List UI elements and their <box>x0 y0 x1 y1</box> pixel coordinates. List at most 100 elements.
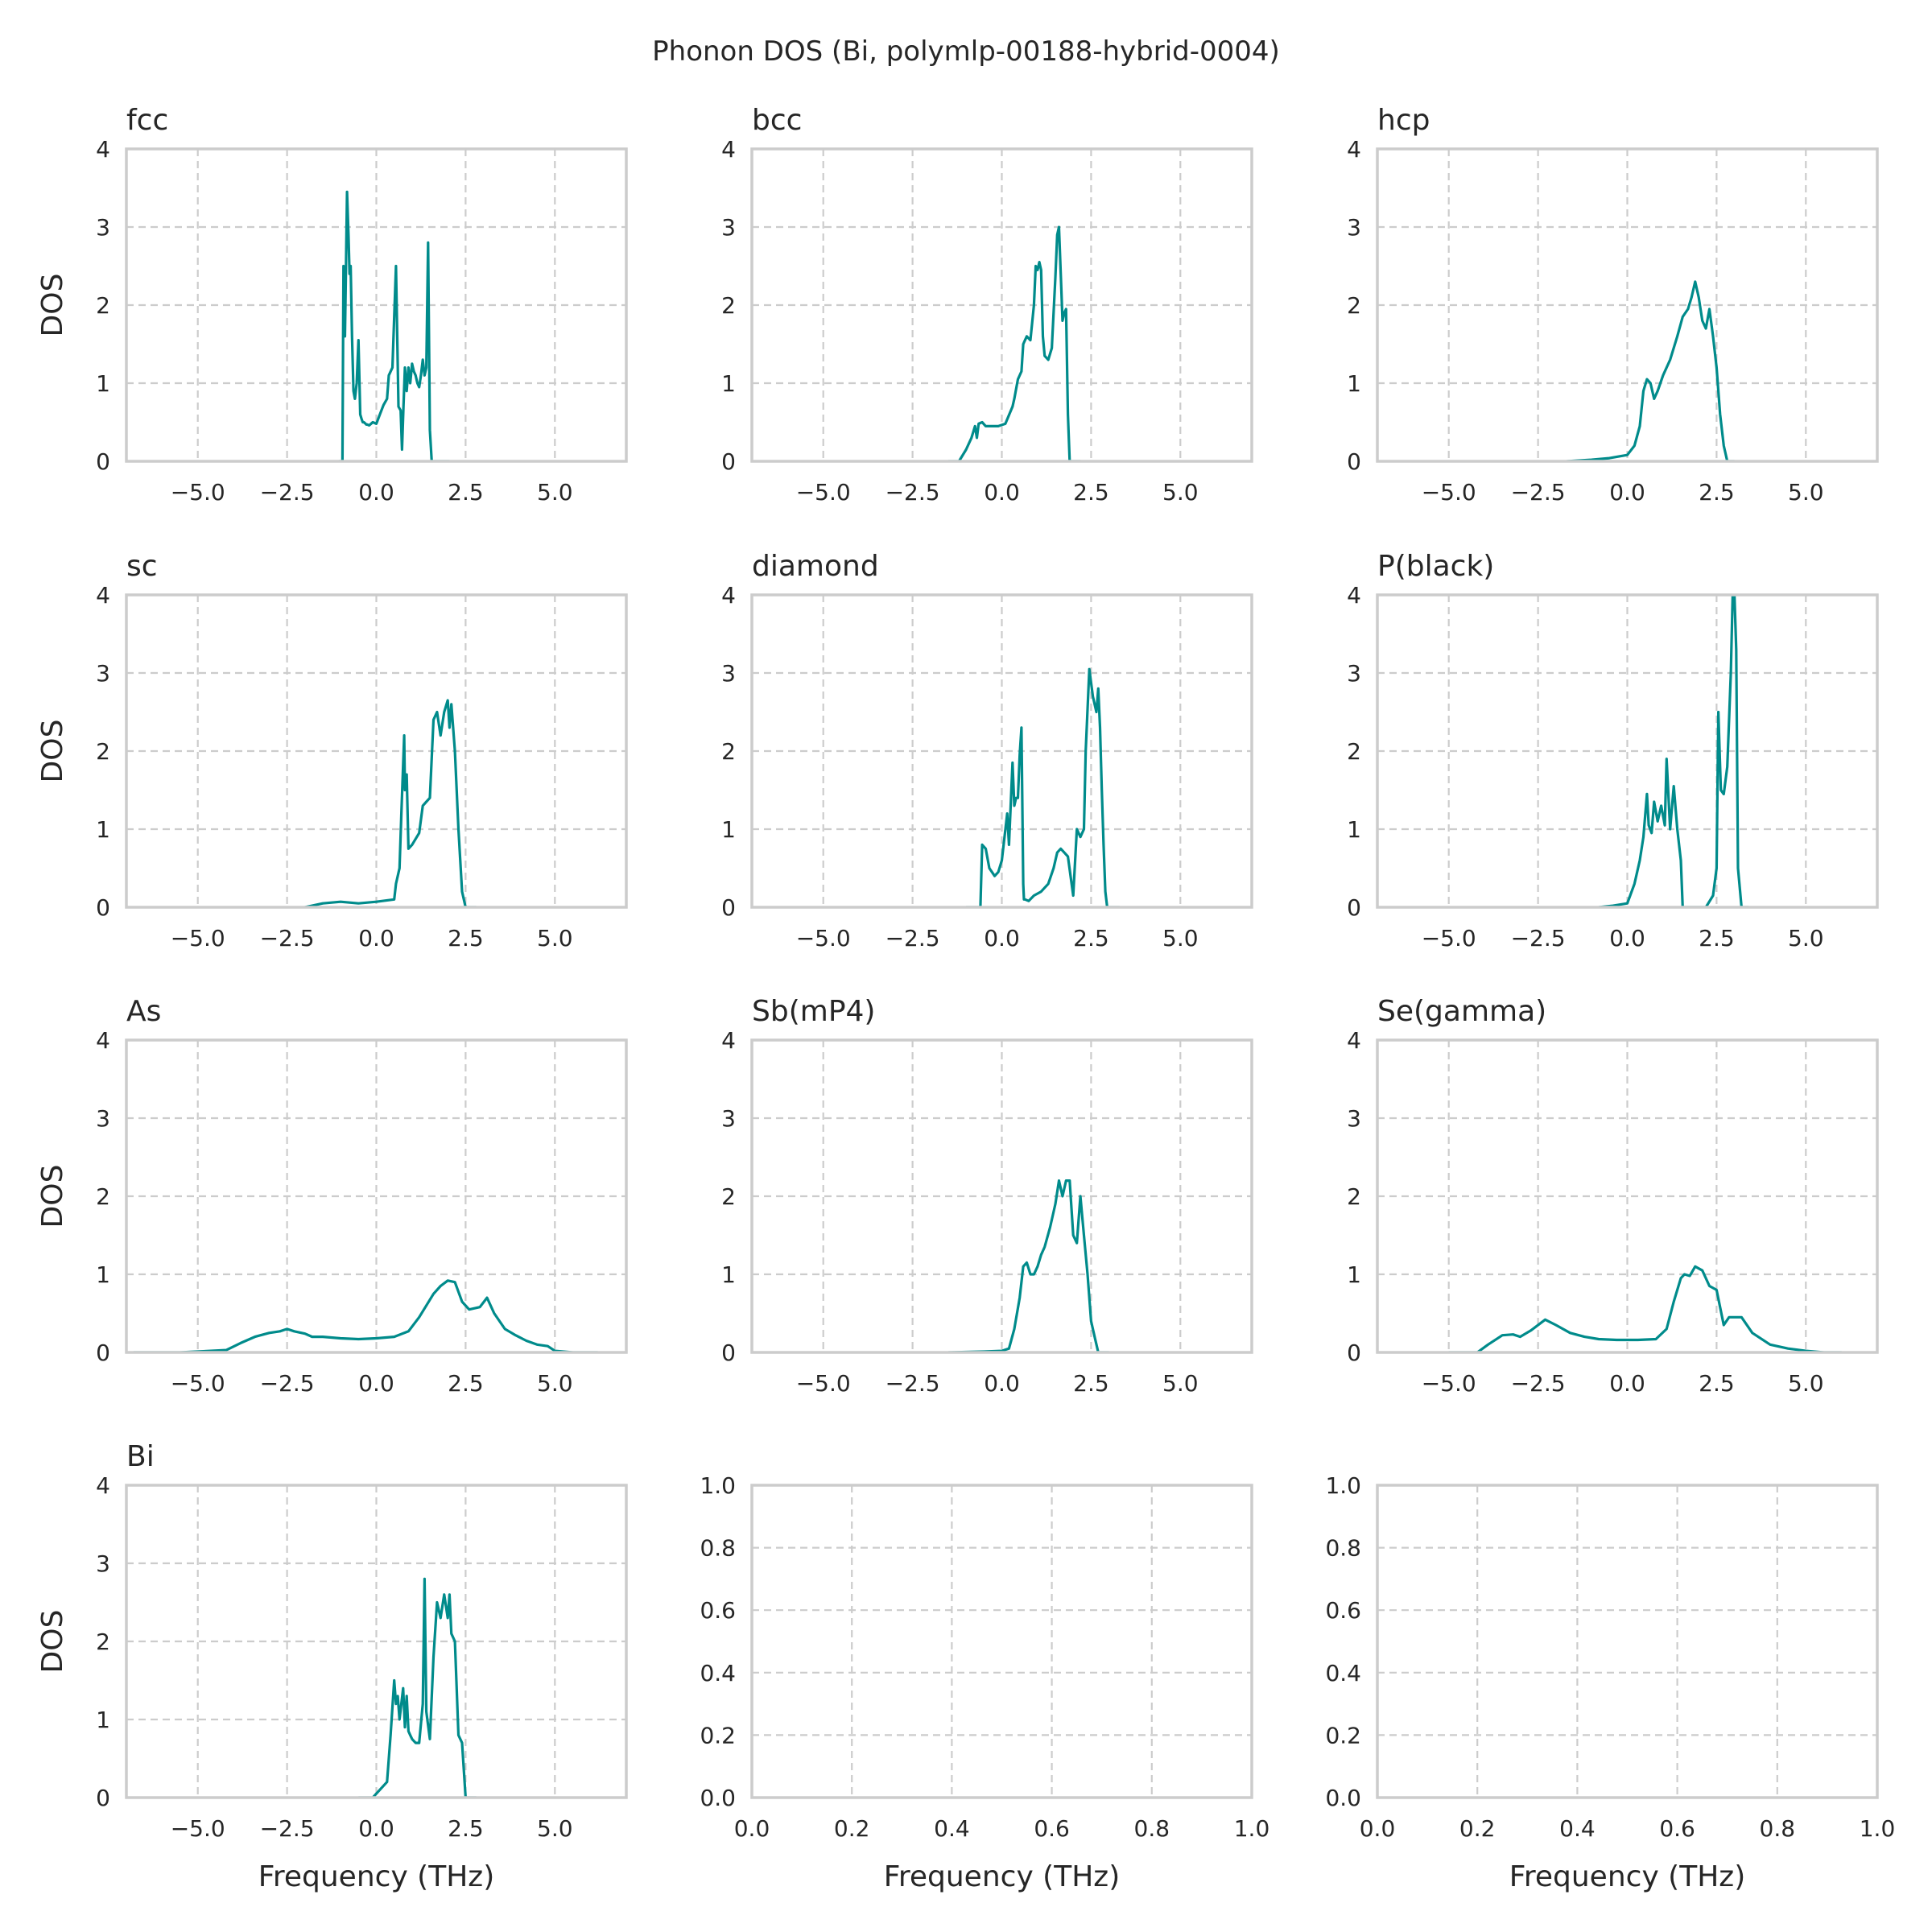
x-tick-label: −5.0 <box>1422 925 1476 952</box>
x-tick-label: −5.0 <box>1422 479 1476 506</box>
y-tick-label: 1 <box>1347 1261 1361 1288</box>
x-tick-label: 0.2 <box>1459 1815 1496 1842</box>
y-tick-label: 3 <box>721 660 736 687</box>
y-tick-label: 2 <box>721 738 736 765</box>
y-tick-label: 4 <box>96 1472 110 1499</box>
x-tick-label: −2.5 <box>886 1370 940 1397</box>
x-tick-label: 0.0 <box>1360 1815 1396 1842</box>
y-tick-label: 0.8 <box>700 1535 736 1562</box>
x-tick-label: −2.5 <box>260 1815 315 1842</box>
axes-frame <box>125 1038 628 1354</box>
x-tick-label: 0.2 <box>834 1815 870 1842</box>
x-tick-label: −2.5 <box>260 1370 315 1397</box>
axes-frame <box>750 1038 1253 1354</box>
dos-line <box>133 1279 598 1352</box>
axes-frame <box>1376 1484 1879 1799</box>
subplot-empty-10: 0.0 0.2 0.4 0.6 0.8 1.0 0.0 0.2 0.4 0.6 0.8 1.0 Freq… <box>700 1472 1269 1893</box>
axes-frame <box>1376 147 1879 463</box>
dos-line <box>1598 595 1749 907</box>
subplot-title: bcc <box>752 104 802 137</box>
y-tick-label: 0 <box>1347 1340 1361 1366</box>
axes-frame <box>125 1484 628 1799</box>
x-tick-label: 0.4 <box>934 1815 970 1842</box>
subplot-title: diamond <box>752 550 879 583</box>
y-tick-label: 2 <box>96 1629 110 1655</box>
y-tick-label: 3 <box>721 214 736 241</box>
y-tick-label: 0.4 <box>700 1660 736 1686</box>
y-tick-label: 3 <box>96 660 110 687</box>
y-tick-label: 1 <box>96 1261 110 1288</box>
y-tick-label: 0.0 <box>1325 1785 1361 1811</box>
subplot-diamond: −5.0 −2.5 0.0 2.5 5.0 0 1 2 3 4 diamond <box>721 550 1253 952</box>
axes-frame <box>1376 593 1879 909</box>
y-tick-label: 0 <box>721 1340 736 1366</box>
y-tick-label: 1 <box>96 816 110 843</box>
y-tick-label: 2 <box>96 1183 110 1210</box>
axes-frame <box>125 147 628 463</box>
y-tick-label: 0.0 <box>700 1785 736 1811</box>
x-tick-label: 2.5 <box>1073 479 1109 506</box>
figure-title: Phonon DOS (Bi, polymlp-00188-hybrid-000… <box>652 35 1280 68</box>
y-tick-label: 0.6 <box>1325 1597 1361 1624</box>
x-tick-label: 0.0 <box>984 925 1020 952</box>
x-tick-label: 1.0 <box>1860 1815 1896 1842</box>
x-tick-label: 0.0 <box>734 1815 770 1842</box>
axes-frame <box>125 593 628 909</box>
x-tick-label: −2.5 <box>886 479 940 506</box>
x-tick-label: −5.0 <box>171 1815 225 1842</box>
x-tick-label: −5.0 <box>171 925 225 952</box>
y-tick-label: 0.2 <box>700 1722 736 1748</box>
subplot-title: As <box>126 995 161 1028</box>
subplot-title: sc <box>126 550 158 583</box>
subplot-bi: −5.0 −2.5 0.0 2.5 5.0 0 1 2 3 4 Bi DOS Frequency (TH… <box>36 1440 628 1893</box>
x-tick-label: −5.0 <box>796 1370 851 1397</box>
x-tick-label: 2.5 <box>1699 479 1735 506</box>
y-tick-label: 2 <box>96 738 110 765</box>
x-tick-label: 0.8 <box>1760 1815 1796 1842</box>
y-tick-label: 3 <box>721 1105 736 1132</box>
x-tick-label: 0.6 <box>1659 1815 1695 1842</box>
subplot-title: Bi <box>126 1440 155 1473</box>
x-tick-label: 2.5 <box>1699 925 1735 952</box>
y-axis-label: DOS <box>36 720 69 783</box>
x-tick-label: −5.0 <box>171 1370 225 1397</box>
x-tick-label: 5.0 <box>1162 1370 1199 1397</box>
x-tick-label: 5.0 <box>537 925 573 952</box>
x-tick-label: −5.0 <box>1422 1370 1476 1397</box>
x-tick-label: 0.0 <box>358 1815 394 1842</box>
dos-line <box>966 667 1120 907</box>
x-tick-label: −2.5 <box>886 925 940 952</box>
x-tick-label: 5.0 <box>537 1370 573 1397</box>
x-axis-label: Frequency (THz) <box>258 1860 494 1893</box>
y-tick-label: 2 <box>721 1183 736 1210</box>
y-tick-label: 3 <box>1347 660 1361 687</box>
x-tick-label: 5.0 <box>1788 925 1824 952</box>
subplot-title: P(black) <box>1377 550 1494 583</box>
y-tick-label: 1 <box>721 370 736 397</box>
x-tick-label: 2.5 <box>448 1815 484 1842</box>
x-tick-label: 1.0 <box>1234 1815 1270 1842</box>
x-tick-label: 0.6 <box>1034 1815 1070 1842</box>
y-tick-label: 0 <box>1347 894 1361 921</box>
x-tick-label: 0.0 <box>358 479 394 506</box>
x-tick-label: 2.5 <box>1699 1370 1735 1397</box>
x-tick-label: −5.0 <box>796 479 851 506</box>
x-tick-label: 5.0 <box>1162 479 1199 506</box>
dos-line <box>947 1179 1109 1352</box>
x-tick-label: −2.5 <box>260 479 315 506</box>
dos-line <box>1567 280 1735 461</box>
subplot-hcp: −5.0 −2.5 0.0 2.5 5.0 0 1 2 3 4 hcp <box>1347 104 1879 506</box>
y-tick-label: 2 <box>721 292 736 319</box>
axes-frame <box>750 147 1253 463</box>
y-tick-label: 0.8 <box>1325 1535 1361 1562</box>
dos-line <box>358 1577 477 1798</box>
x-tick-label: 0.0 <box>984 1370 1020 1397</box>
x-tick-label: 2.5 <box>448 479 484 506</box>
x-axis-label: Frequency (THz) <box>884 1860 1120 1893</box>
x-tick-label: 5.0 <box>1788 479 1824 506</box>
y-tick-label: 1.0 <box>1325 1472 1361 1499</box>
dos-line <box>338 190 450 461</box>
subplot-title: hcp <box>1377 104 1430 137</box>
subplot-fcc: −5.0 −2.5 0.0 2.5 5.0 0 1 2 3 4 fcc DOS <box>36 104 628 506</box>
